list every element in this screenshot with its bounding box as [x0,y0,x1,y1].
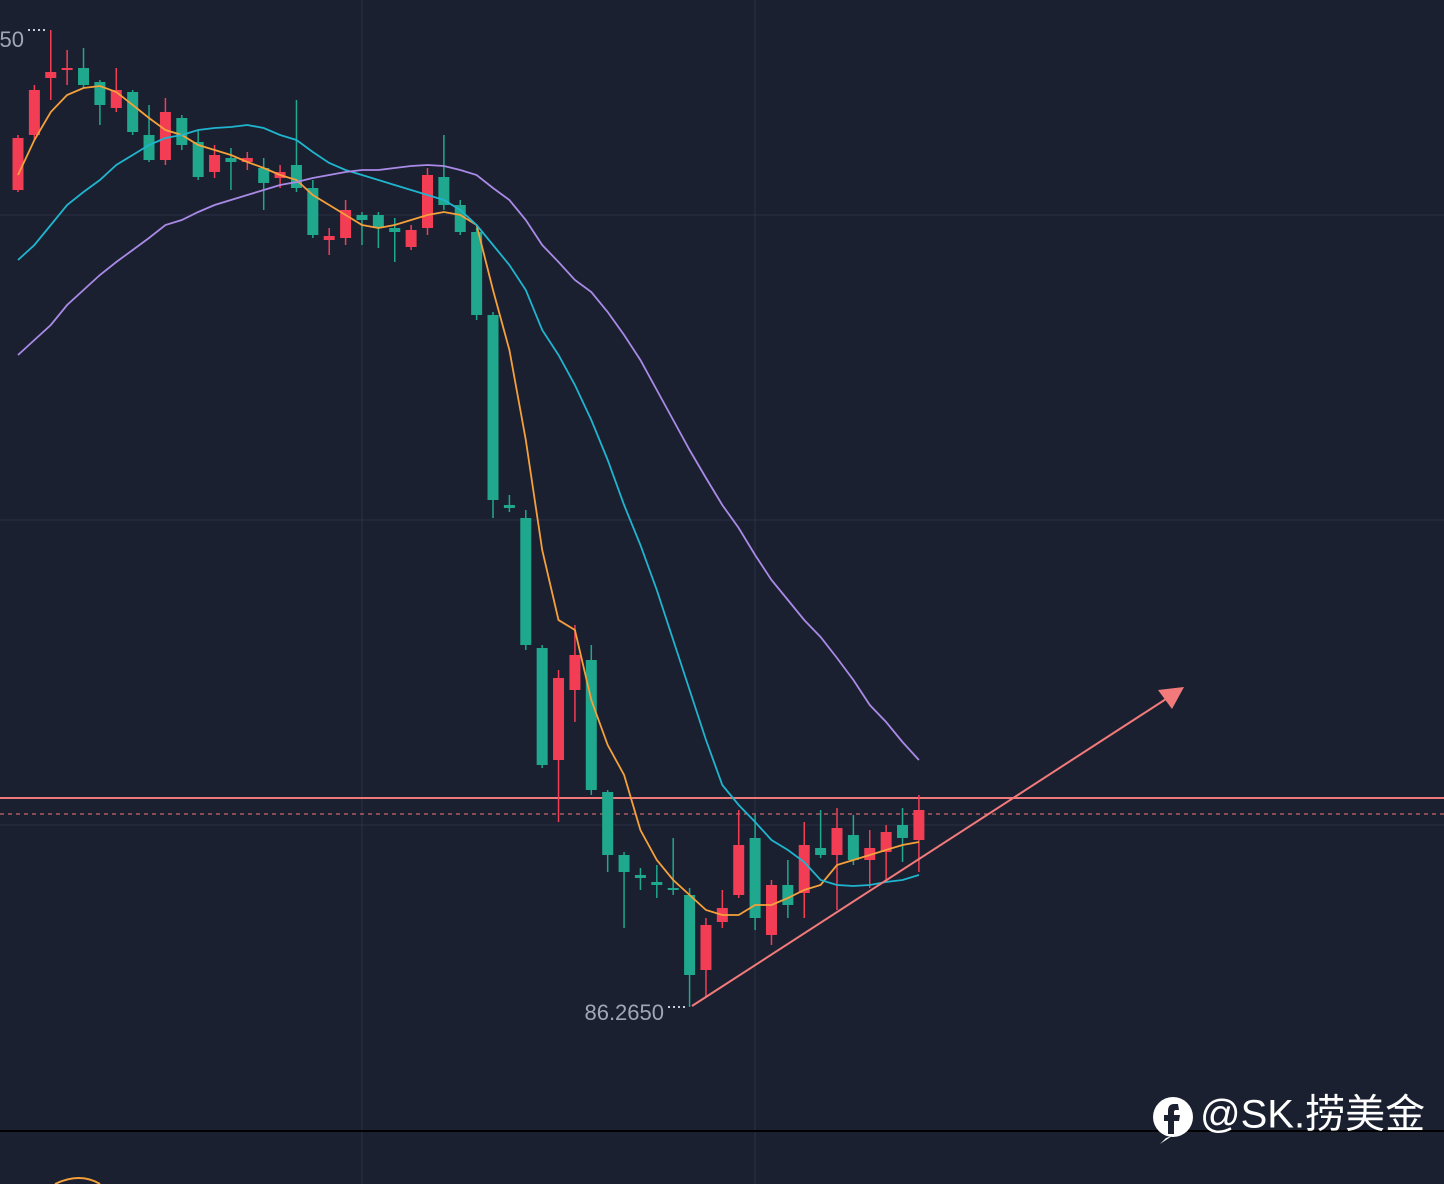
candle-body [143,135,155,160]
candle-body [12,138,24,190]
candle-body [897,825,909,838]
candle-body [28,90,40,135]
candle-body [815,848,827,855]
candle-body [110,90,122,108]
candle-body [225,158,237,162]
candle-body [307,188,319,235]
candle-body [61,68,73,70]
candle-body [438,177,450,205]
candle-body [831,828,843,855]
watermark: @SK.捞美金 [1153,1093,1425,1144]
candle-body [241,158,253,162]
candle-body [78,68,90,85]
candle-body [602,792,614,855]
candle-body [127,92,139,132]
candle-body [356,215,368,220]
arrow-head [1158,687,1184,709]
candle-body [209,155,221,172]
candle-body [45,72,57,78]
candle-body [569,655,581,690]
candle-body [782,885,794,905]
candle-body [864,848,876,860]
candle-body [471,232,483,315]
candle-body [880,832,892,852]
candle-body [585,660,597,790]
candle-body [765,885,777,935]
candle-body [684,895,696,975]
candle-body [618,855,630,872]
candle-body [454,205,466,232]
candle-body [700,925,712,970]
candle-body [258,168,270,183]
candle-body [847,835,859,860]
candle-body [94,82,106,105]
candle-body [340,210,352,238]
candle-body [749,838,761,918]
candle-body [422,175,433,228]
candle-body [503,505,515,508]
plot [0,29,1444,1008]
candle-body [159,112,171,160]
low-label: 86.2650 [584,1000,664,1025]
candle-body [913,810,925,840]
trend-line [691,698,1167,1007]
candle-body [372,215,384,228]
watermark-text: @SK.捞美金 [1200,1093,1425,1137]
moving-average-line [17,164,920,761]
candle-body [553,678,565,760]
high-label: 50 [0,27,24,52]
candle-body [520,518,532,645]
watermark-icon-f [1164,1104,1180,1134]
moving-average-line [17,85,920,916]
candle-body [389,228,401,232]
trend-arrow [691,687,1184,1007]
watermark-icon-tail [1160,1136,1172,1144]
candle-body [798,845,810,893]
candle-body [651,882,663,885]
candle-body [536,648,548,765]
lower-pane-line [54,1177,101,1184]
candle-body [192,142,204,177]
moving-average-line [17,124,920,887]
candle-body [667,888,679,890]
candle-body [176,118,188,145]
candle-body [290,165,302,188]
candle-body [405,230,417,247]
candle-body [634,875,646,878]
candle-body [323,236,335,240]
candle-body [733,845,745,895]
candle-body [487,315,499,500]
